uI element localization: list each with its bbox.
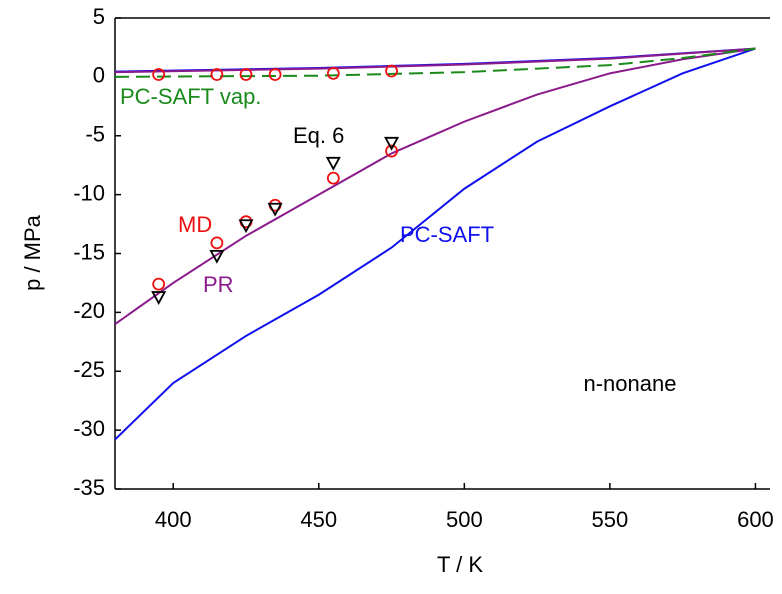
y-tick-label: -25 xyxy=(73,357,105,382)
md-point xyxy=(385,144,398,158)
eq6-point xyxy=(151,291,167,305)
y-tick-label: -35 xyxy=(73,475,105,500)
series-label: MD xyxy=(178,212,212,237)
curve xyxy=(114,47,756,325)
x-tick-label: 500 xyxy=(446,507,483,532)
md-point xyxy=(385,64,398,78)
curve xyxy=(114,47,756,78)
x-tick-label: 600 xyxy=(737,507,774,532)
y-tick-label: -30 xyxy=(73,416,105,441)
y-tick-label: -20 xyxy=(73,298,105,323)
md-point xyxy=(210,68,224,81)
md-point xyxy=(326,66,340,80)
series-label: PR xyxy=(203,272,234,297)
eq6-point xyxy=(384,136,400,151)
series-label: PC-SAFT xyxy=(400,222,494,247)
y-tick-label: 0 xyxy=(93,63,105,88)
y-tick-label: -10 xyxy=(73,180,105,205)
eq6-point xyxy=(325,156,341,171)
md-point xyxy=(239,68,253,81)
x-tick-label: 450 xyxy=(300,507,337,532)
eq6-point xyxy=(267,202,283,217)
md-point xyxy=(268,68,282,81)
curve xyxy=(114,47,756,74)
y-axis-label: p / MPa xyxy=(20,214,45,291)
x-tick-label: 550 xyxy=(592,507,629,532)
annotation: n-nonane xyxy=(584,371,677,396)
x-axis-label: T / K xyxy=(437,552,483,577)
md-point xyxy=(210,236,224,250)
eq6-point xyxy=(209,249,225,264)
curve xyxy=(114,47,756,441)
y-tick-label: -5 xyxy=(85,122,105,147)
eq6-point xyxy=(238,219,254,234)
md-point xyxy=(326,171,340,185)
md-point xyxy=(152,68,166,81)
series-label: Eq. 6 xyxy=(293,123,344,148)
series-label: PC-SAFT vap. xyxy=(120,84,261,109)
curve xyxy=(114,47,756,73)
y-tick-label: -15 xyxy=(73,239,105,264)
md-point xyxy=(152,277,166,291)
x-tick-label: 400 xyxy=(155,507,192,532)
y-tick-label: 5 xyxy=(93,4,105,29)
